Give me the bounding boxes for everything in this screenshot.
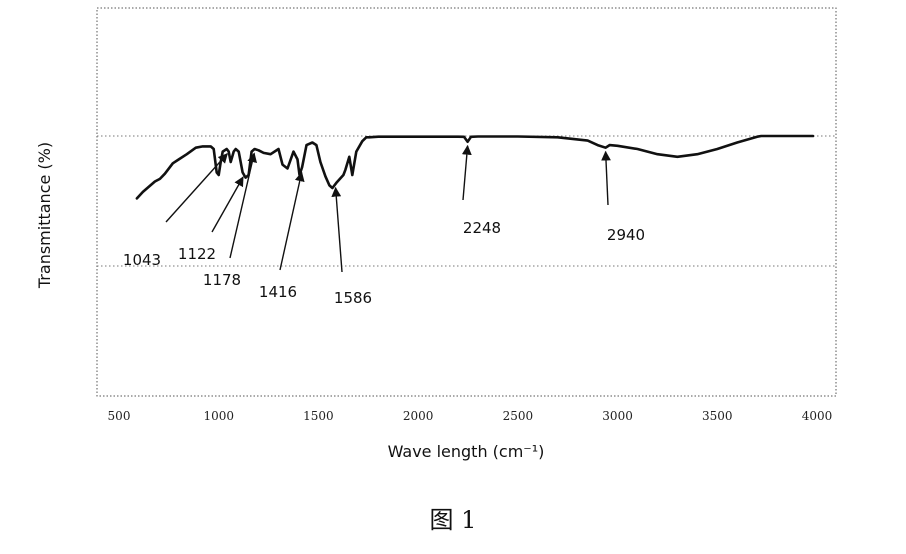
x-tick-label: 3500 <box>702 409 733 423</box>
x-tick-label: 1000 <box>203 409 234 423</box>
peak-arrow <box>331 186 343 273</box>
y-axis-label: Transmittance (%) <box>35 142 54 289</box>
peak-arrow <box>601 150 611 206</box>
x-tick-label: 500 <box>108 409 131 423</box>
peak-label: 2248 <box>463 219 501 237</box>
x-tick-label: 2000 <box>403 409 434 423</box>
x-axis-label: Wave length (cm⁻¹) <box>388 442 545 461</box>
x-tick-label: 2500 <box>503 409 534 423</box>
peak-label: 1122 <box>178 245 216 263</box>
x-tick-label: 1500 <box>303 409 334 423</box>
peak-arrow <box>165 153 228 223</box>
plot-frame <box>96 7 837 397</box>
peak-label: 1416 <box>259 283 297 301</box>
x-tick-label: 4000 <box>802 409 833 423</box>
x-tick-label: 3000 <box>602 409 633 423</box>
peak-label: 1178 <box>203 271 241 289</box>
spectrum-line <box>135 134 815 200</box>
figure-caption: 图 1 <box>429 506 477 534</box>
peak-label: 1586 <box>334 289 372 307</box>
peak-label: 1043 <box>123 251 161 269</box>
peak-arrow <box>279 171 305 271</box>
peak-arrow <box>229 152 257 259</box>
peak-arrow <box>211 176 244 233</box>
peak-arrow <box>461 144 472 201</box>
peak-label: 2940 <box>607 226 645 244</box>
